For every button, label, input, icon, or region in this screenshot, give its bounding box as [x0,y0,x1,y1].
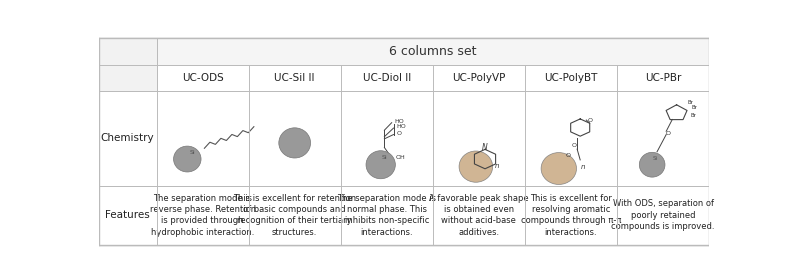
Text: 6 columns set: 6 columns set [389,45,477,58]
Text: N: N [482,143,488,152]
Text: Chemistry: Chemistry [101,133,154,143]
Text: UC-ODS: UC-ODS [182,73,224,83]
Ellipse shape [279,128,310,158]
Text: This is excellent for
resolving aromatic
compounds through π-π
interactions.: This is excellent for resolving aromatic… [521,193,621,237]
Bar [98,186,709,245]
Text: OH: OH [396,155,405,160]
Text: Br: Br [690,113,696,118]
Text: O: O [566,153,571,158]
Text: UC-PolyBT: UC-PolyBT [545,73,598,83]
Text: n: n [495,163,500,169]
Bar [98,38,157,245]
Text: Features: Features [105,210,150,220]
Text: O: O [396,131,402,136]
Text: UC-PolyVP: UC-PolyVP [452,73,506,83]
Text: The separation mode is
reverse phase. Retention
is provided through
hydrophobic : The separation mode is reverse phase. Re… [150,193,255,237]
Text: UC-Diol II: UC-Diol II [362,73,411,83]
Ellipse shape [639,152,665,177]
Text: HO: HO [396,125,406,129]
Text: With ODS, separation of
poorly retained
compounds is improved.: With ODS, separation of poorly retained … [611,199,715,231]
Text: Br: Br [688,100,693,105]
Text: O: O [571,143,577,148]
Bar [157,65,709,91]
Bar [157,38,709,65]
Text: Si: Si [189,150,195,155]
Text: A favorable peak shape
is obtained even
without acid-base
additives.: A favorable peak shape is obtained even … [429,193,529,237]
Text: HO: HO [394,119,404,124]
Text: O: O [588,118,593,123]
Text: Br: Br [692,105,697,110]
Text: O: O [666,131,671,136]
Text: This is excellent for retention
of basic compounds and
recognition of their tert: This is excellent for retention of basic… [233,193,356,237]
Text: n: n [581,164,585,171]
Text: Si: Si [652,156,658,161]
Ellipse shape [459,151,492,182]
Bar [98,91,709,186]
Text: Si: Si [381,155,387,160]
Text: UC-PBr: UC-PBr [645,73,682,83]
Text: UC-Sil II: UC-Sil II [274,73,315,83]
Ellipse shape [366,151,396,179]
Ellipse shape [173,146,201,172]
Ellipse shape [541,153,577,185]
Text: The separation mode is
normal phase. This
inhibits non-specific
interactions.: The separation mode is normal phase. Thi… [337,193,437,237]
